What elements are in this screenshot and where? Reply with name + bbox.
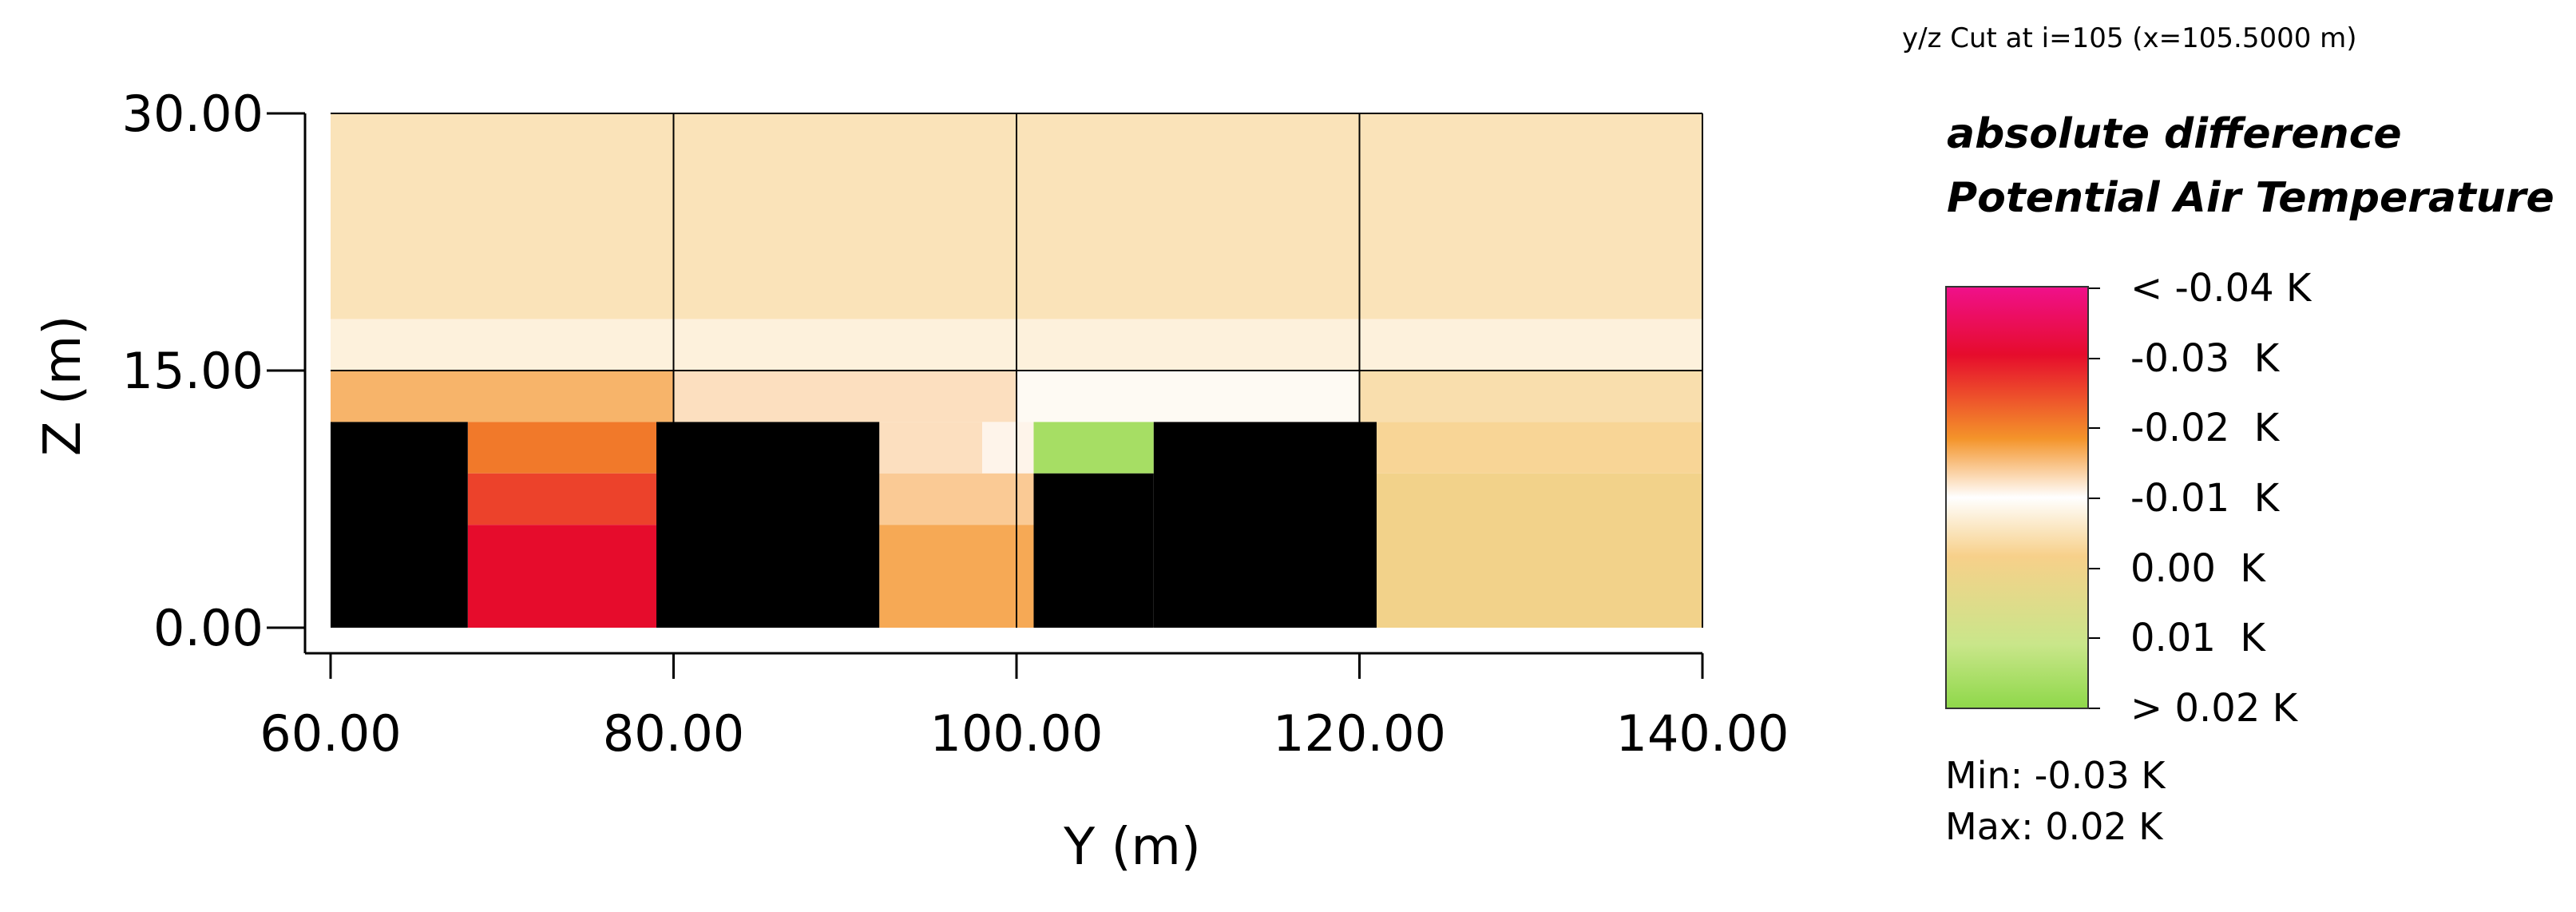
color-scale-bar xyxy=(1945,286,2089,709)
legend-title-line2: Potential Air Temperature xyxy=(1947,174,2554,222)
heatmap-cell xyxy=(1376,422,1702,474)
heatmap-cell xyxy=(1359,371,1702,422)
heatmap-cell xyxy=(467,473,657,525)
heatmap-cell xyxy=(982,422,1034,474)
legend-title: absolute difference Potential Air Temper… xyxy=(1947,102,2554,230)
legend-label: -0.01 K xyxy=(2130,476,2280,521)
building-block xyxy=(1153,422,1377,628)
heatmap-cell xyxy=(879,473,1034,525)
heatmap-cell xyxy=(467,525,657,628)
heatmap-cell xyxy=(673,371,1017,422)
heatmap-cell xyxy=(331,371,674,422)
y-tick-label: 0.00 xyxy=(153,599,264,657)
y-tick-label: 15.00 xyxy=(122,342,264,400)
building-block xyxy=(1033,473,1154,628)
x-tick-label: 140.00 xyxy=(1616,704,1789,763)
heatmap-chart: 60.00 80.00 100.00 120.00 140.00 0.00 15.00 30.… xyxy=(34,85,1789,877)
legend-tick xyxy=(2089,708,2100,709)
legend-label: < -0.04 K xyxy=(2130,266,2312,311)
heatmap-cell xyxy=(467,422,657,474)
legend-label: 0.00 K xyxy=(2130,545,2265,591)
legend-tick xyxy=(2089,637,2100,640)
y-axis-label: Z (m) xyxy=(34,315,93,456)
x-tick-label: 120.00 xyxy=(1273,704,1446,763)
y-tick-label: 30.00 xyxy=(122,85,264,143)
axes: 60.00 80.00 100.00 120.00 140.00 0.00 15.00 30.… xyxy=(122,85,1789,763)
legend-tick xyxy=(2089,287,2100,289)
x-tick-label: 80.00 xyxy=(603,704,745,763)
x-tick-label: 100.00 xyxy=(930,704,1104,763)
legend-title-line1: absolute difference xyxy=(1947,110,2402,158)
max-value: Max: 0.02 K xyxy=(1945,805,2163,848)
legend-label: 0.01 K xyxy=(2130,616,2265,661)
legend-label: -0.02 K xyxy=(2130,406,2280,451)
grid-lines xyxy=(331,113,1703,628)
legend-tick xyxy=(2089,357,2100,359)
cut-title: y/z Cut at i=105 (x=105.5000 m) xyxy=(1902,22,2357,54)
min-value: Min: -0.03 K xyxy=(1945,754,2166,797)
heatmap-cell xyxy=(1033,422,1154,474)
x-axis-label: Y (m) xyxy=(1063,818,1201,877)
heatmap-cell xyxy=(1017,371,1360,422)
legend-label: -0.03 K xyxy=(2130,335,2280,381)
building-blocks xyxy=(331,422,1377,628)
building-block xyxy=(656,422,880,628)
legend-tick xyxy=(2089,567,2100,569)
building-block xyxy=(331,422,468,628)
legend-tick xyxy=(2089,498,2100,499)
heatmap-cell xyxy=(1376,473,1702,628)
legend-tick xyxy=(2089,427,2100,430)
heatmap-cell xyxy=(879,525,1034,628)
x-tick-label: 60.00 xyxy=(260,704,402,763)
heatmap-cell xyxy=(879,422,983,474)
legend-label: > 0.02 K xyxy=(2130,686,2298,731)
